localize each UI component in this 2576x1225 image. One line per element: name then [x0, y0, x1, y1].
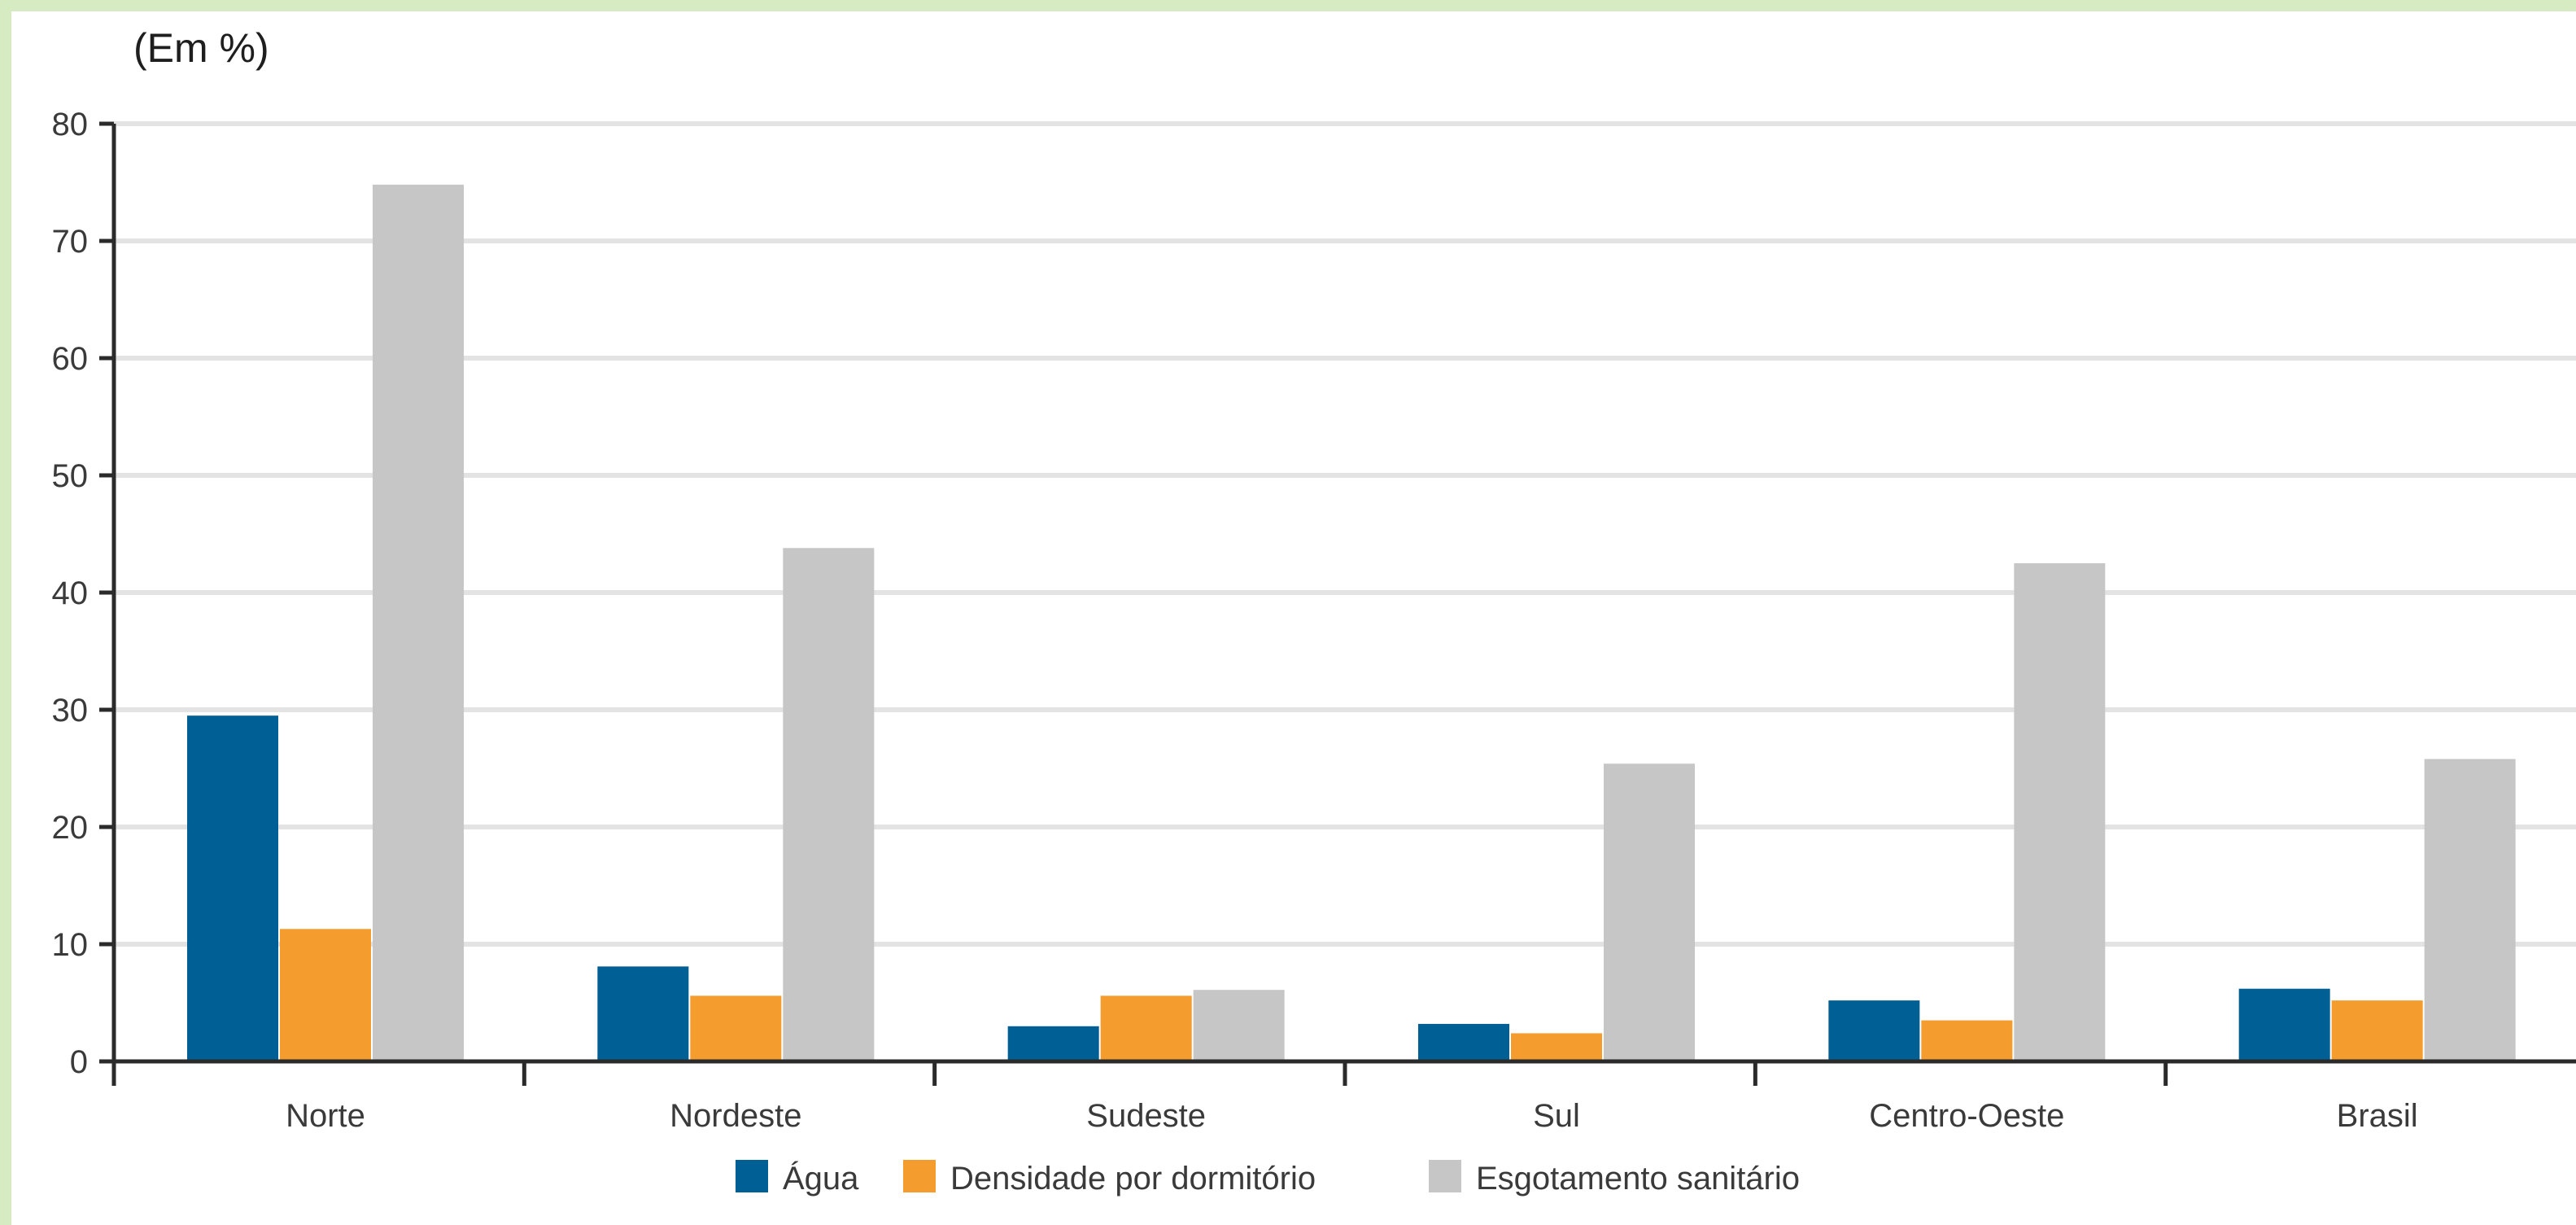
bar: [1193, 990, 1285, 1061]
x-tick-label: Sudeste: [1086, 1098, 1206, 1134]
x-axis-ticks: Norte Nordeste Sudeste Sul Centro-Oeste Brasi…: [111, 1061, 2418, 1134]
y-tick-label: 50: [52, 458, 89, 494]
bar: [187, 715, 278, 1061]
x-tick-label: Brasil: [2337, 1098, 2418, 1134]
legend-swatch: [736, 1160, 768, 1192]
bar: [2331, 1000, 2423, 1061]
bar: [280, 929, 371, 1061]
y-tick-label: 20: [52, 810, 89, 846]
unit-label: (Em %): [133, 25, 269, 71]
bar: [2238, 988, 2330, 1061]
bar: [1828, 1000, 1920, 1061]
y-tick-label: 0: [70, 1044, 88, 1080]
y-tick-label: 30: [52, 693, 89, 728]
x-tick-label: Sul: [1533, 1098, 1580, 1134]
bar: [690, 995, 782, 1061]
legend-label: Esgotamento sanitário: [1476, 1161, 1800, 1197]
chart-frame: 0 10 20 30 40 50 60 70 80 Norte Nordeste Sudeste Su…: [11, 11, 2576, 1225]
bar: [1418, 1023, 1509, 1061]
bar: [1511, 1033, 1602, 1061]
y-axis-ticks: 0 10 20 30 40 50 60 70 80: [52, 107, 114, 1080]
bar: [1604, 763, 1695, 1061]
x-tick-label: Nordeste: [670, 1098, 801, 1134]
bar: [2014, 563, 2106, 1061]
y-tick-label: 70: [52, 224, 89, 260]
legend-label: Densidade por dormitório: [950, 1161, 1316, 1197]
bar: [373, 184, 464, 1061]
bar: [783, 548, 875, 1061]
bar: [2424, 759, 2516, 1061]
x-tick-label: Norte: [286, 1098, 365, 1134]
legend: Água Densidade por dormitório Esgotamento …: [736, 1160, 1800, 1197]
gridlines: [114, 121, 2576, 947]
y-tick-label: 10: [52, 927, 89, 963]
bar: [1100, 995, 1192, 1061]
y-tick-label: 60: [52, 341, 89, 377]
y-tick-label: 40: [52, 575, 89, 611]
bar-chart: 0 10 20 30 40 50 60 70 80 Norte Nordeste Sudeste Su…: [52, 25, 2576, 1197]
bar: [597, 966, 689, 1061]
legend-swatch: [903, 1160, 936, 1192]
x-tick-label: Centro-Oeste: [1869, 1098, 2064, 1134]
y-tick-label: 80: [52, 107, 89, 142]
bars: [187, 184, 2516, 1061]
bar: [1007, 1026, 1099, 1061]
bar: [1921, 1020, 2013, 1061]
legend-label: Água: [783, 1160, 859, 1197]
legend-swatch: [1429, 1160, 1461, 1192]
